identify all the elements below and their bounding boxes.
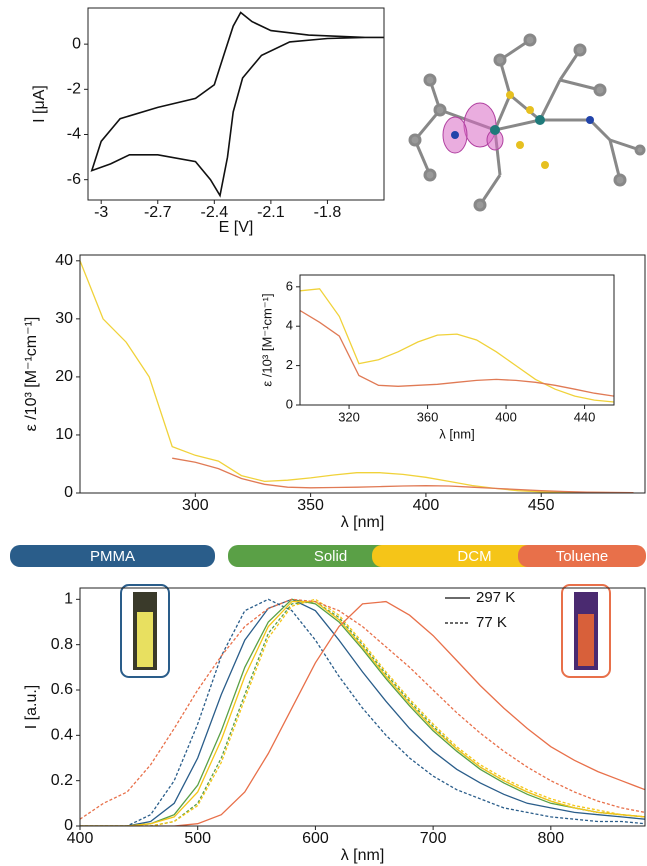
x-tick-label: -2.7	[144, 204, 172, 221]
x-tick-label: 350	[297, 497, 324, 514]
inset-background	[300, 275, 614, 405]
plot-frame	[87, 7, 385, 201]
series-line	[80, 598, 645, 820]
x-tick-label: 320	[338, 409, 360, 424]
y-tick-label: 2	[286, 357, 293, 372]
x-axis-label: λ [nm]	[341, 514, 385, 531]
x-tick-label: 700	[420, 830, 447, 847]
plot-frame	[79, 587, 646, 827]
chart: 0 -2 -4 -6 -3 -2.7 -2.4 -2.1 -1.8 E [V] I [μA]	[31, 7, 385, 236]
series-line	[80, 598, 645, 826]
series-line	[80, 598, 645, 826]
x-axis-label: λ [nm]	[341, 847, 385, 864]
x-tick-label: 450	[528, 497, 555, 514]
y-tick-label: -6	[67, 171, 81, 188]
pill-shape	[518, 545, 646, 567]
plot-frame	[79, 254, 646, 494]
series-line	[80, 600, 645, 826]
x-tick-label: 400	[413, 497, 440, 514]
y-tick-label: 0.2	[51, 772, 73, 789]
x-tick-label: 400	[495, 409, 517, 424]
x-tick-label: 400	[67, 830, 94, 847]
series-line	[80, 600, 645, 826]
x-tick-label: 360	[417, 409, 439, 424]
y-axis-label: I [a.u.]	[23, 685, 40, 729]
y-tick-label: 1	[64, 591, 73, 608]
y-tick-label: 0	[64, 484, 73, 501]
y-axis-label: ε /10³ [M⁻¹cm⁻¹]	[23, 317, 40, 432]
series-line	[90, 11, 384, 198]
series-line	[172, 457, 634, 493]
series-line	[80, 600, 645, 826]
chart: 0 2 4 6 320 360 400 440 λ [nm] ε /10³ [M⁻¹cm⁻¹]	[259, 274, 615, 441]
y-tick-label: 0	[72, 35, 81, 52]
legend-label: Solid	[314, 548, 347, 565]
series-line	[300, 288, 614, 403]
molecule-structure	[408, 33, 646, 212]
series-line	[80, 260, 634, 493]
y-tick-label: 4	[286, 318, 293, 333]
chart: 0 0.2 0.4 0.6 0.8 1 400 500 600 700 800 λ [nm] I [a.…	[10, 545, 646, 864]
x-tick-label: -3	[94, 204, 108, 221]
y-axis-label: I [μA]	[31, 85, 48, 123]
y-tick-label: 40	[55, 252, 73, 269]
legend-pill: Toluene	[518, 545, 646, 567]
legend-label: PMMA	[90, 548, 135, 565]
y-tick-label: -2	[67, 81, 81, 98]
x-tick-label: 300	[182, 497, 209, 514]
x-tick-label: 600	[302, 830, 329, 847]
legend-label: Toluene	[556, 548, 609, 565]
vial-left	[120, 584, 170, 678]
y-tick-label: 0.4	[51, 727, 73, 744]
x-axis-label: E [V]	[219, 219, 254, 236]
y-tick-label: 20	[55, 368, 73, 385]
series-line	[80, 598, 645, 826]
y-tick-label: 0	[64, 817, 73, 834]
legend-pill: PMMA	[10, 545, 215, 567]
x-tick-label: -2.1	[257, 204, 285, 221]
legend-label: 297 K	[476, 589, 515, 606]
y-tick-label: 30	[55, 310, 73, 327]
legend-label: DCM	[457, 548, 491, 565]
y-tick-label: 0.6	[51, 681, 73, 698]
x-tick-label: 800	[537, 830, 564, 847]
plot-frame	[299, 274, 615, 406]
y-tick-label: 0.8	[51, 636, 73, 653]
y-tick-label: -4	[67, 126, 81, 143]
vial-right	[561, 584, 611, 678]
x-tick-label: -1.8	[314, 204, 342, 221]
x-axis-label: λ [nm]	[439, 426, 474, 441]
legend-label: 77 K	[476, 614, 507, 631]
y-tick-label: 0	[286, 396, 293, 411]
y-axis-label: ε /10³ [M⁻¹cm⁻¹]	[259, 293, 274, 386]
atoms-metal	[451, 91, 594, 169]
y-tick-label: 10	[55, 426, 73, 443]
y-tick-label: 6	[286, 278, 293, 293]
x-tick-label: 500	[184, 830, 211, 847]
x-tick-label: 440	[574, 409, 596, 424]
series-line	[300, 309, 614, 397]
pill-shape	[10, 545, 215, 567]
series-line	[80, 598, 645, 826]
x-tick-label: -2.4	[201, 204, 229, 221]
